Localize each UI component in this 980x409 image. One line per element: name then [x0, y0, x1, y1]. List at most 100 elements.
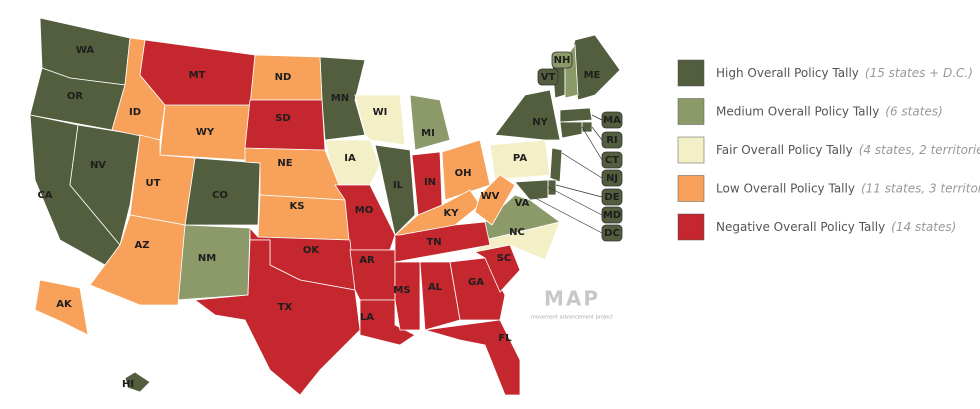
state [89, 214, 186, 306]
state [489, 139, 551, 181]
state-label: SD [275, 113, 291, 124]
callout-line [547, 186, 603, 216]
state-label: NC [509, 227, 525, 238]
state [474, 174, 516, 226]
state-label: PA [513, 153, 527, 164]
state [394, 221, 491, 263]
state [473, 221, 561, 261]
states [29, 17, 621, 396]
state-label: TX [278, 302, 293, 313]
callout-box [601, 111, 623, 129]
legend-note: (4 states, 2 territories) [859, 143, 980, 157]
state [411, 151, 443, 216]
legend-label-text: Negative Overall Policy Tally [716, 220, 885, 234]
state [124, 371, 151, 393]
state-label: ID [129, 107, 141, 118]
legend-label: Negative Overall Policy Tally (14 states) [716, 220, 956, 234]
legend-swatch [677, 175, 705, 202]
state-label: WA [76, 45, 95, 56]
state-label: SC [497, 253, 512, 264]
callout-box [601, 169, 623, 187]
state-label: ND [275, 72, 292, 83]
logo-subtitle: movement advancement project [531, 315, 613, 321]
callout-line [591, 114, 603, 121]
state-label: IA [344, 153, 356, 164]
state-label: NM [198, 253, 216, 264]
state [374, 144, 416, 236]
callout-box [601, 224, 623, 242]
state [34, 279, 89, 336]
legend-label: High Overall Policy Tally (15 states + D.… [716, 66, 973, 80]
state-label: GA [468, 277, 484, 288]
state-label: TN [426, 237, 441, 248]
state-label: CO [212, 190, 228, 201]
state-label: LA [360, 312, 374, 323]
state-label: IN [424, 177, 436, 188]
state-label: AZ [135, 240, 150, 251]
legend-label-text: Fair Overall Policy Tally [716, 143, 853, 157]
state-label: CA [37, 190, 52, 201]
state-label: ME [584, 70, 601, 81]
callout-line [534, 197, 603, 234]
callout-line [555, 184, 603, 198]
legend-label-text: Low Overall Policy Tally [716, 181, 855, 195]
state-label: IL [393, 180, 404, 191]
state-label: MI [421, 128, 435, 139]
state [581, 121, 593, 133]
state-label: KS [290, 201, 305, 212]
legend-note: (14 states) [891, 220, 956, 234]
state-label: WV [481, 191, 500, 202]
state-label: WY [196, 127, 215, 138]
legend-note: (6 states) [885, 104, 942, 118]
state-label: KY [444, 208, 460, 219]
state [394, 261, 421, 331]
state [354, 94, 406, 146]
state-label: VT [541, 72, 556, 83]
state-label: AR [359, 255, 375, 266]
state-label: OR [67, 91, 84, 102]
state-label: MA [603, 115, 621, 126]
state-label: WI [373, 107, 388, 118]
legend-label: Fair Overall Policy Tally (4 states, 2 te… [716, 143, 980, 157]
state-label: VA [515, 198, 530, 209]
state [473, 244, 521, 293]
state-label: NV [90, 160, 106, 171]
callout-box [601, 188, 623, 206]
state-label: OH [455, 168, 472, 179]
state-label: DE [604, 192, 619, 203]
callout-line [561, 152, 603, 179]
callout-line [581, 126, 603, 161]
state-label: MO [355, 205, 373, 216]
state-label: NE [277, 158, 292, 169]
state [494, 89, 561, 141]
legend-label: Low Overall Policy Tally (11 states, 3 te… [716, 181, 980, 195]
state-label: OK [303, 245, 321, 256]
callout-box [601, 151, 623, 169]
callout-line [591, 126, 603, 141]
callout-box [601, 131, 623, 149]
state-label: AK [56, 299, 73, 310]
legend-label-text: Medium Overall Policy Tally [716, 104, 879, 118]
legend-swatch [677, 213, 705, 241]
state [559, 121, 583, 139]
state [514, 179, 549, 201]
state [244, 99, 326, 151]
state [424, 319, 521, 396]
state [409, 94, 451, 151]
state [549, 147, 563, 183]
callout-box [551, 51, 573, 69]
legend-swatch [677, 59, 705, 87]
state-labels: WA OR CA NV CO MN IL NY VT ME MA RI CT NJ DE MD DC HI NM MI… [37, 45, 623, 390]
state-label: AL [428, 282, 443, 293]
state-label: MN [331, 93, 349, 104]
callout-box [601, 206, 623, 224]
legend-label: Medium Overall Policy Tally (6 states) [716, 104, 943, 118]
state-label: DC [604, 228, 620, 239]
logo-title: MAP [544, 287, 600, 311]
state-label: MT [189, 70, 206, 81]
state-label: NY [532, 117, 548, 128]
state-label: FL [498, 333, 512, 344]
state-label: HI [122, 379, 134, 390]
